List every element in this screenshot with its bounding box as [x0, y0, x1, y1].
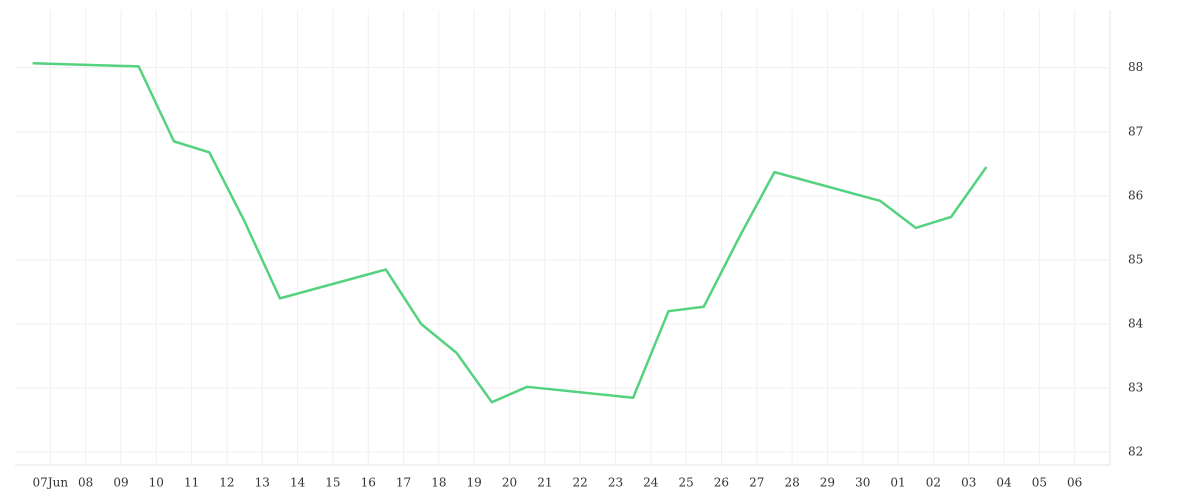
x-tick-label: 15 [325, 476, 340, 490]
y-tick-label: 87 [1128, 124, 1143, 138]
x-tick-label: 21 [537, 476, 552, 490]
x-tick-label: 16 [361, 476, 376, 490]
y-tick-label: 86 [1128, 188, 1143, 202]
y-tick-label: 84 [1128, 317, 1144, 331]
x-tick-label: 09 [113, 476, 128, 490]
x-tick-label: 10 [149, 476, 164, 490]
x-tick-label: 29 [820, 476, 835, 490]
x-tick-label: 04 [996, 476, 1012, 490]
x-tick-label: 08 [78, 476, 93, 490]
x-tick-label: 13 [255, 476, 270, 490]
x-tick-label: 01 [890, 476, 905, 490]
y-tick-label: 82 [1128, 445, 1143, 459]
x-tick-label: 11 [184, 476, 199, 490]
x-tick-label: 27 [749, 476, 764, 490]
x-tick-label: 12 [219, 476, 234, 490]
x-tick-label: 24 [643, 476, 659, 490]
y-tick-label: 85 [1128, 252, 1143, 266]
x-tick-label: 17 [396, 476, 411, 490]
y-tick-label: 83 [1128, 381, 1143, 395]
x-tick-label: 22 [573, 476, 588, 490]
x-tick-label: 14 [290, 476, 306, 490]
x-tick-label: 26 [714, 476, 729, 490]
x-tick-label: 05 [1032, 476, 1047, 490]
y-tick-label: 88 [1128, 60, 1143, 74]
x-tick-label: 30 [855, 476, 870, 490]
x-tick-label: 02 [926, 476, 941, 490]
x-tick-label: 20 [502, 476, 517, 490]
x-tick-label: 25 [678, 476, 693, 490]
x-tick-label: 18 [431, 476, 446, 490]
x-tick-label: 06 [1067, 476, 1082, 490]
x-tick-label: 19 [467, 476, 482, 490]
x-tick-label: 23 [608, 476, 623, 490]
data-line [32, 61, 988, 404]
x-tick-label: 07Jun [33, 476, 69, 490]
x-tick-label: 03 [961, 476, 976, 490]
x-tick-label: 28 [784, 476, 799, 490]
